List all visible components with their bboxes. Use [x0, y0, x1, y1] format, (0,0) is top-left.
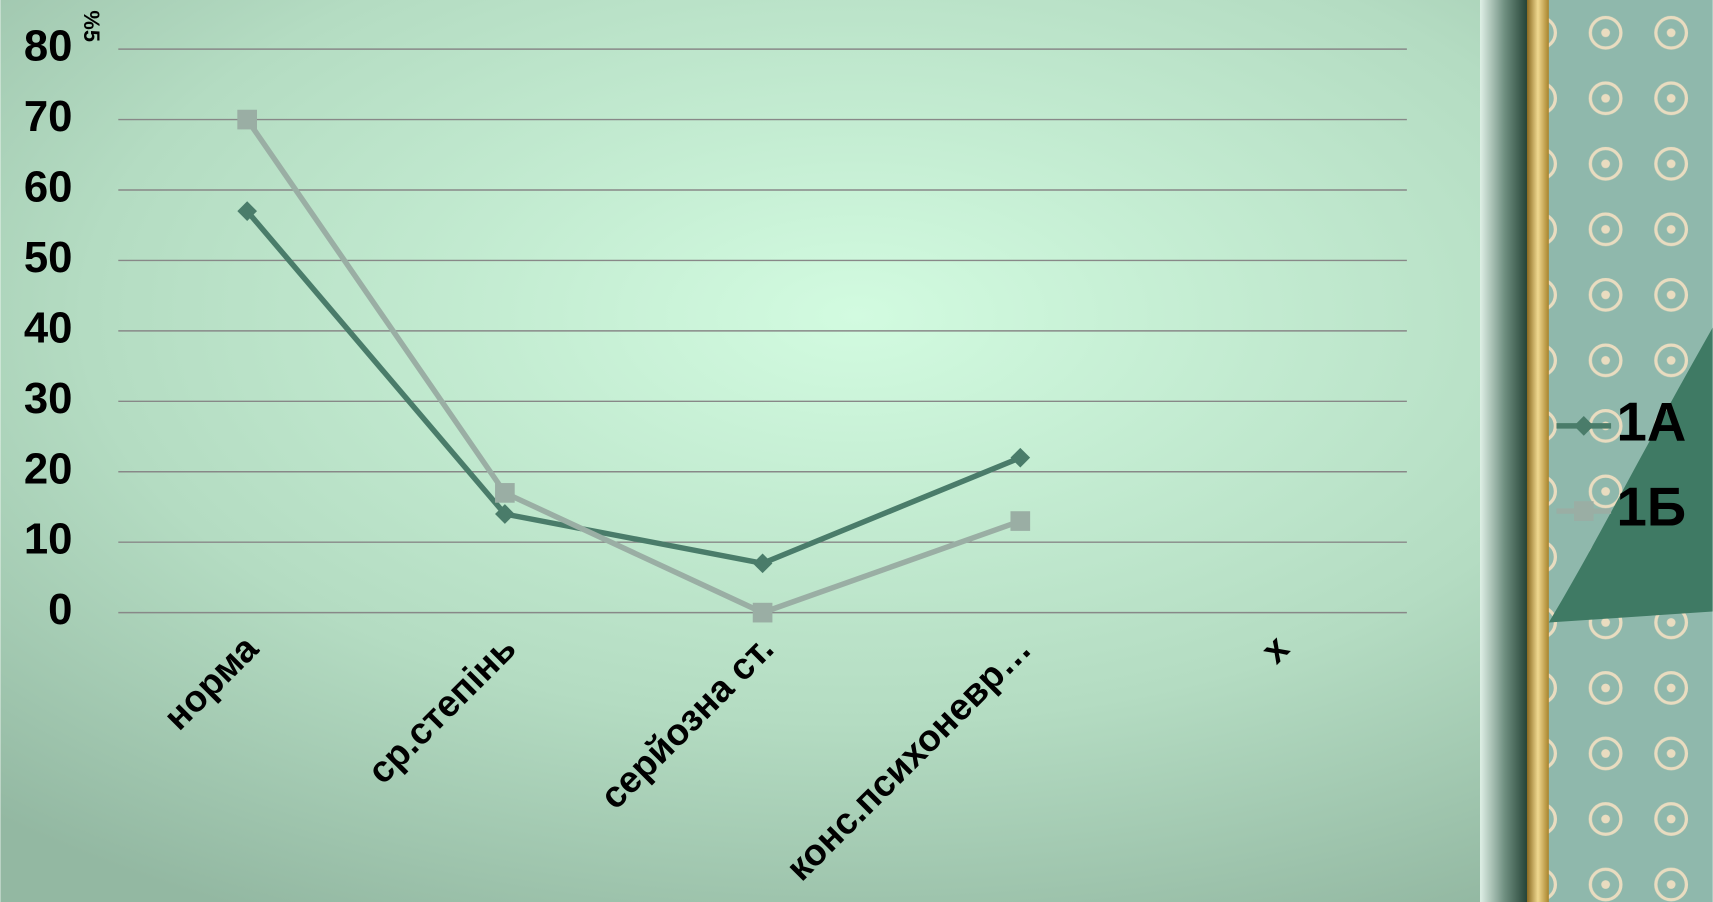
- y-tick-label: 0: [48, 585, 72, 634]
- panel-edge: [1480, 0, 1530, 902]
- series-line: [244, 118, 1022, 616]
- marker: [1010, 447, 1031, 468]
- marker: [237, 201, 257, 221]
- drape: [1548, 327, 1713, 623]
- marker: [495, 483, 515, 503]
- y-axis-label: %5: [79, 10, 104, 42]
- y-tick-label: 40: [24, 303, 73, 352]
- y-tick-label: 70: [24, 92, 73, 141]
- marker: [1573, 416, 1594, 436]
- marker: [1573, 501, 1594, 521]
- legend-label: 1А: [1617, 391, 1687, 452]
- marker: [752, 553, 773, 574]
- y-tick-label: 30: [24, 374, 73, 423]
- marker: [1010, 511, 1031, 531]
- y-tick-label: 60: [24, 163, 73, 212]
- gold-strip: [1526, 0, 1549, 902]
- marker: [752, 602, 773, 623]
- y-tick-label: 50: [24, 233, 73, 282]
- marker: [237, 109, 257, 130]
- series-line: [245, 209, 1022, 567]
- y-tick-label: 20: [24, 444, 73, 493]
- y-tick-label: 80: [24, 22, 73, 71]
- y-tick-label: 10: [24, 515, 73, 564]
- legend-label: 1Б: [1617, 476, 1687, 537]
